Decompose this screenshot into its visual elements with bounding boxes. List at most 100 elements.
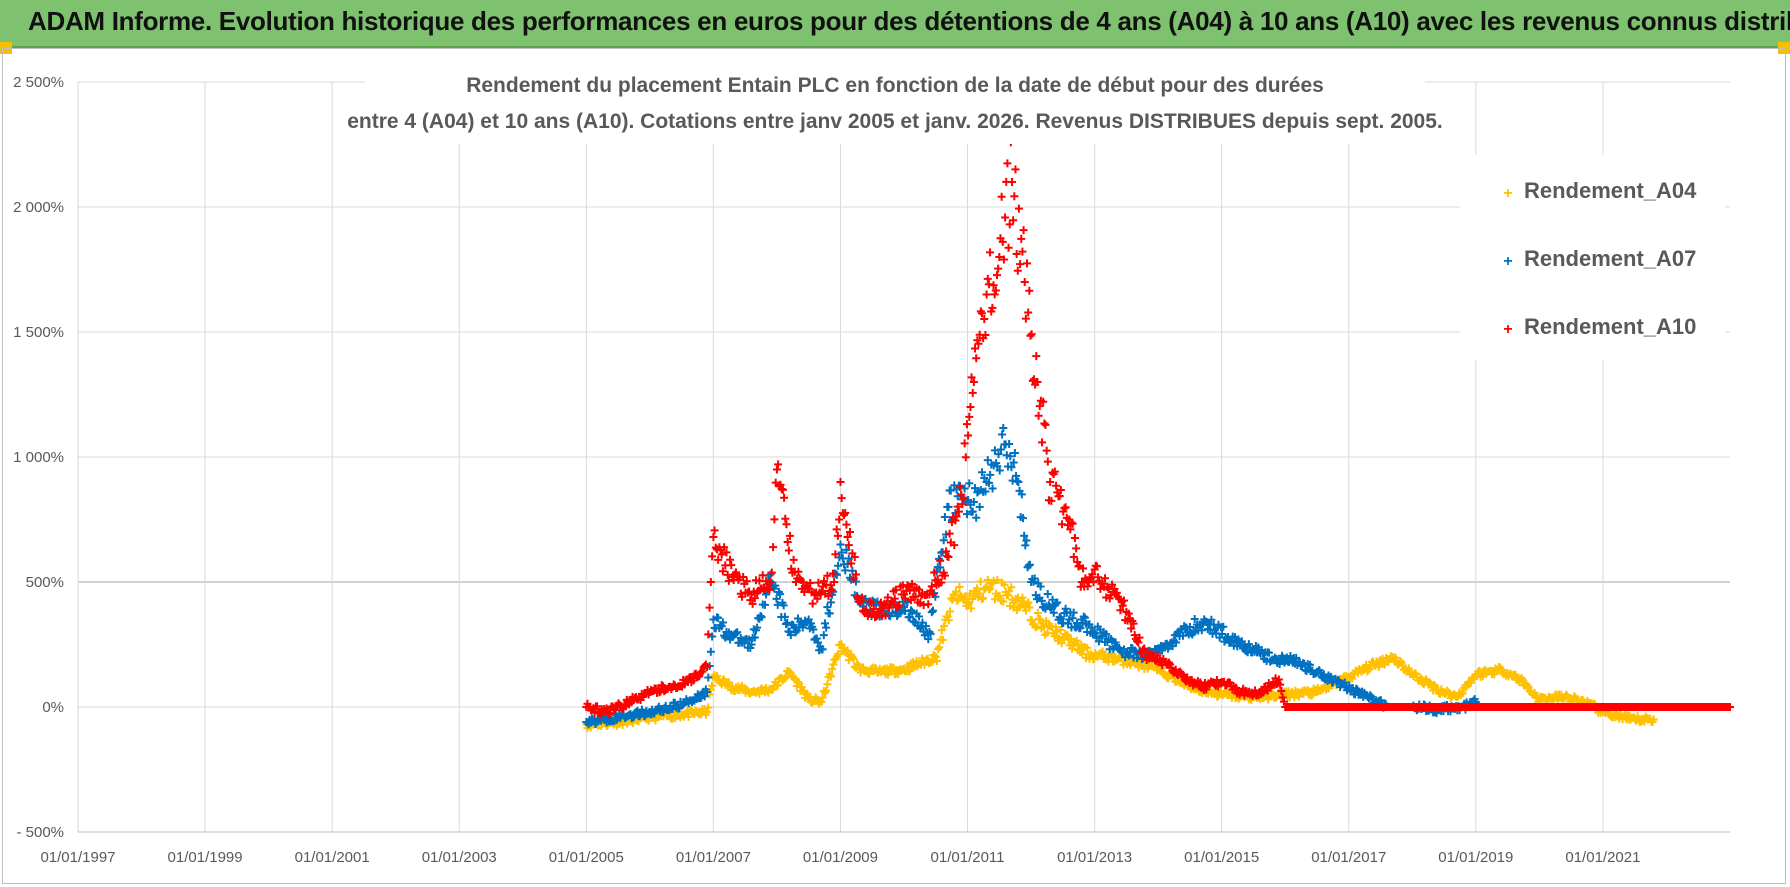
data-point [1005,587,1014,596]
data-point [1083,582,1092,591]
data-point [961,592,970,601]
data-point [1021,541,1030,550]
data-point [1042,446,1051,455]
data-point [939,536,948,545]
data-point [967,604,976,613]
data-point [657,681,666,690]
data-point [765,585,774,594]
data-point [943,552,952,561]
data-point [1124,609,1133,618]
data-point [1046,478,1055,486]
data-point [930,568,939,577]
data-point [980,473,989,482]
data-point [857,593,866,602]
data-point [996,445,1005,454]
data-point [890,594,899,603]
data-point [844,541,853,550]
data-point [1037,624,1046,633]
data-point [742,577,751,586]
data-point [895,601,904,610]
data-point [1010,448,1019,457]
data-point [818,693,827,702]
data-point [999,255,1008,264]
data-point [1648,717,1657,726]
data-point [758,571,767,580]
data-point [1026,331,1035,340]
data-point [1049,608,1058,617]
data-point [706,578,715,587]
data-point [606,709,615,718]
data-point [981,331,990,340]
data-point [1024,308,1033,317]
data-point [1090,628,1099,637]
data-point [920,660,929,669]
data-point [915,612,924,621]
data-point [1018,514,1027,523]
data-point [1087,623,1096,632]
data-point [1069,608,1078,617]
data-point [1182,623,1191,632]
data-point [763,580,772,589]
data-point [834,650,843,659]
data-point [764,584,773,593]
data-point [994,450,1003,459]
data-point [935,643,944,652]
data-point [997,192,1006,201]
data-point [1088,570,1097,579]
data-point [1033,608,1042,617]
data-point [698,667,707,676]
data-point [1004,243,1013,252]
data-point [1036,582,1045,591]
data-point [762,590,771,599]
data-point [1511,670,1520,679]
data-point [928,590,937,599]
data-point [780,493,789,502]
data-point [746,644,755,653]
data-point [867,599,876,608]
data-point [732,568,741,577]
x-tick-label: 01/01/2015 [1184,849,1259,866]
data-point [1005,440,1014,449]
data-point [1221,633,1230,642]
data-point [591,719,600,728]
data-point [937,578,946,587]
data-point [1061,604,1070,613]
x-tick-label: 01/01/2017 [1311,849,1386,866]
data-point [1177,669,1186,678]
data-point [927,582,936,591]
legend-label-a04: Rendement_A04 [1524,178,1697,203]
data-point [825,609,834,618]
data-point [1178,631,1187,640]
data-point [1022,536,1031,545]
data-point [1092,562,1101,571]
data-point [843,532,852,541]
data-point [965,412,974,421]
data-point [823,571,832,580]
data-point [1012,250,1021,259]
data-point [989,281,998,290]
data-point [990,290,999,299]
data-point [837,640,846,649]
y-tick-label: 2 000% [13,199,64,216]
data-point [908,607,917,616]
data-point [1080,613,1089,622]
data-point [737,592,746,601]
data-point [593,702,602,711]
legend-label-a10: Rendement_A10 [1524,314,1696,339]
data-point [1340,678,1349,687]
data-point [1467,678,1476,687]
data-point [651,716,660,725]
data-point [820,619,829,628]
data-point [784,546,793,555]
data-point [733,628,742,637]
legend-backdrop [1460,155,1725,360]
data-point [1031,380,1040,389]
data-point [1025,286,1034,295]
data-point [1202,685,1211,694]
data-point [1134,638,1143,647]
data-point [1053,598,1062,607]
data-point [1111,638,1120,647]
data-point [819,631,828,640]
data-point [753,623,762,632]
data-point [977,309,986,318]
